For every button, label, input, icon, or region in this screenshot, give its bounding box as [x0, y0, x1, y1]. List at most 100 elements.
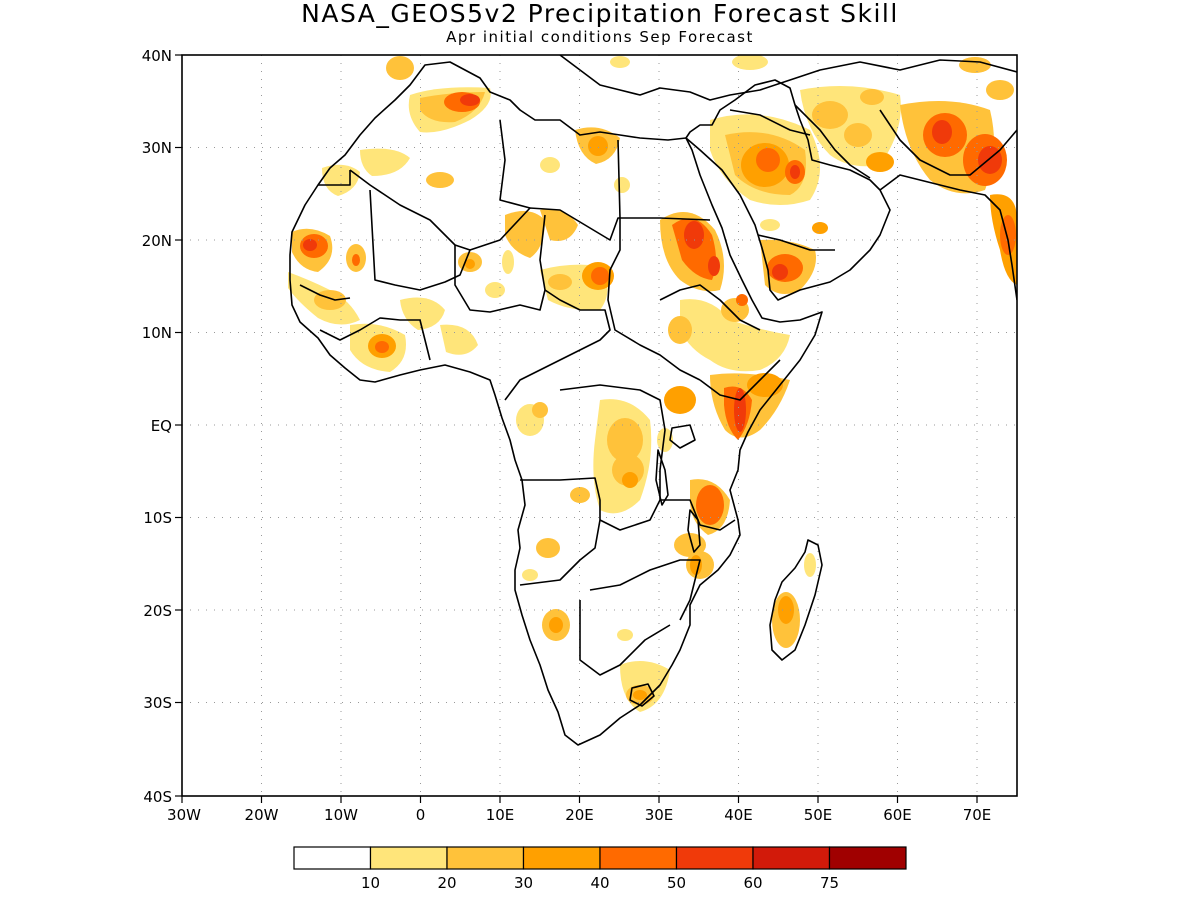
skill-area — [672, 218, 716, 280]
skill-area — [502, 250, 514, 274]
skill-area — [866, 152, 894, 172]
skill-area — [591, 267, 609, 285]
skill-area — [708, 256, 720, 276]
skill-area — [674, 533, 706, 557]
skill-area — [352, 254, 360, 266]
x-tick-label: 20E — [565, 806, 594, 824]
border — [519, 477, 601, 586]
skill-area — [540, 209, 578, 241]
skill-area — [617, 629, 633, 641]
skill-area — [610, 56, 630, 68]
skill-area — [465, 259, 475, 269]
skill-area — [804, 553, 816, 577]
colorbar-swatch — [599, 846, 678, 870]
skill-area — [790, 165, 800, 179]
skill-area — [668, 316, 692, 344]
lake-victoria — [669, 424, 696, 449]
asia-coastline — [879, 174, 1017, 301]
colorbar-swatch — [369, 846, 448, 870]
border — [660, 499, 736, 531]
skill-area — [747, 373, 783, 397]
skill-area — [812, 101, 848, 129]
skill-area — [844, 123, 872, 147]
map-subtitle: Apr initial conditions Sep Forecast — [446, 28, 754, 46]
skill-area — [360, 148, 410, 176]
colorbar — [293, 846, 907, 870]
skill-area — [314, 290, 346, 310]
skill-area — [690, 555, 702, 575]
colorbar-label: 40 — [590, 874, 609, 892]
madagascar-coastline — [769, 539, 823, 661]
border — [369, 189, 471, 291]
y-tick-label: 30N — [142, 139, 172, 157]
y-axis-labels: 40N 30N 20N 10N EQ 10S 20S 30S 40S — [142, 47, 172, 806]
skill-area — [485, 282, 505, 298]
x-tick-label: 30W — [167, 806, 201, 824]
skill-area — [440, 324, 478, 355]
skill-area — [684, 221, 704, 249]
y-tick-label: 40S — [143, 788, 172, 806]
x-tick-label: 50E — [804, 806, 833, 824]
red-sea-coast — [685, 79, 891, 301]
skill-area — [732, 55, 768, 70]
skill-area — [303, 239, 317, 251]
border — [607, 139, 701, 381]
lake-malawi — [687, 509, 701, 553]
skill-area — [426, 172, 454, 188]
skill-shading — [288, 55, 1017, 712]
colorbar-label: 10 — [361, 874, 380, 892]
border — [659, 284, 761, 331]
border — [504, 289, 611, 401]
border — [319, 317, 431, 361]
colorbar-labels: 10 20 30 40 50 60 75 — [361, 874, 839, 892]
skill-area — [657, 428, 673, 452]
x-tick-label: 60E — [883, 806, 912, 824]
lake-tanganyika — [655, 449, 669, 506]
border — [559, 384, 666, 531]
skill-area — [680, 299, 790, 372]
border — [499, 119, 531, 209]
colorbar-swatch — [828, 846, 907, 870]
skill-area — [505, 211, 545, 258]
x-axis-labels: 30W 20W 10W 0 10E 20E 30E 40E 50E 60E 70… — [167, 806, 991, 824]
x-tick-label: 70E — [963, 806, 992, 824]
x-tick-label: 40E — [724, 806, 753, 824]
border — [454, 214, 546, 313]
skill-area — [734, 388, 746, 432]
y-tick-label: 30S — [143, 694, 172, 712]
colorbar-swatch — [675, 846, 754, 870]
skill-area — [756, 148, 780, 172]
skill-area — [633, 690, 647, 700]
y-tick-label: 20S — [143, 602, 172, 620]
x-tick-label: 10W — [324, 806, 358, 824]
skill-area — [959, 57, 991, 73]
border — [299, 284, 351, 301]
skill-area — [664, 386, 696, 414]
x-tick-label: 10E — [486, 806, 515, 824]
mediterranean-north — [559, 55, 1017, 101]
skill-area — [549, 617, 563, 633]
skill-area — [932, 120, 952, 144]
tick-marks — [175, 54, 978, 803]
skill-area — [978, 146, 1002, 174]
border — [579, 600, 671, 676]
skill-area — [607, 418, 643, 462]
border — [589, 559, 701, 621]
colorbar-label: 50 — [667, 874, 686, 892]
border — [318, 170, 351, 186]
border — [879, 109, 1017, 176]
coastlines — [289, 55, 1017, 746]
skill-area — [400, 297, 445, 330]
skill-area — [532, 402, 548, 418]
skill-area — [778, 596, 794, 624]
skill-area — [696, 485, 724, 525]
border — [757, 234, 835, 251]
colorbar-label: 60 — [743, 874, 762, 892]
skill-area — [548, 274, 572, 290]
border — [729, 109, 811, 136]
colorbar-swatch — [752, 846, 831, 870]
lesotho — [629, 683, 655, 707]
skill-area — [760, 219, 780, 231]
colorbar-swatch — [293, 846, 372, 870]
